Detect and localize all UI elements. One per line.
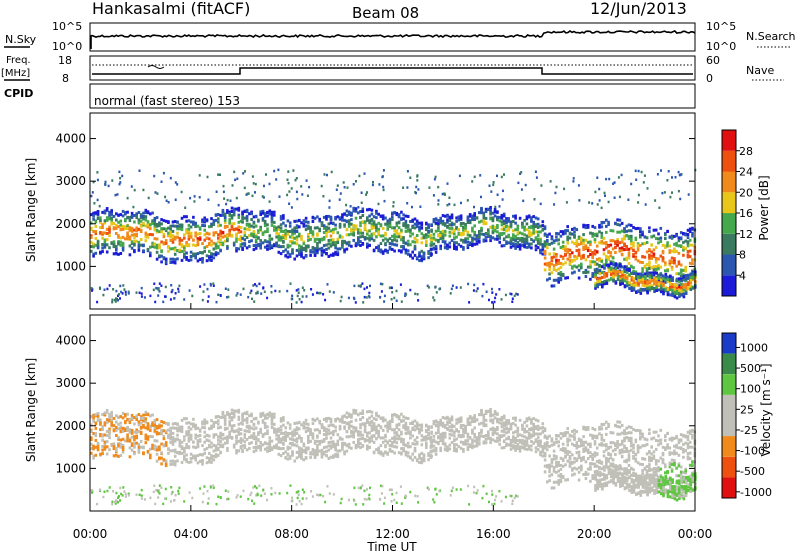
colorbar-segment [722, 354, 736, 375]
y-tick-label: 1000 [55, 259, 86, 273]
y-tick-label: 4000 [55, 132, 86, 146]
colorbar-segment [722, 457, 736, 478]
velocity-frame [90, 315, 695, 511]
colorbar-segment [722, 416, 736, 437]
colorbar-segment [722, 374, 736, 395]
colorbar-tick-label: 20 [739, 186, 753, 199]
colorbar-segment [722, 477, 736, 498]
colorbar-tick-label: 4 [739, 269, 746, 282]
nsky-label: N.Sky [5, 33, 37, 46]
power-colorbar-label: Power [dB] [757, 175, 771, 240]
x-axis-label: Time UT [366, 540, 417, 554]
x-tick-label: 16:00 [476, 527, 511, 541]
y-tick-label: 2000 [55, 217, 86, 231]
colorbar-tick-label: 16 [739, 207, 753, 220]
freq-panel: Freq. [MHz] 18 8 60 0 Nave [1, 54, 784, 85]
colorbar-tick-label: 100 [740, 383, 761, 396]
y-tick-label: 4000 [55, 334, 86, 348]
y-tick-label: 1000 [55, 461, 86, 475]
freq-unit: [MHz] [1, 68, 30, 79]
x-tick-label: 00:00 [73, 527, 108, 541]
date-title: 12/Jun/2013 [590, 0, 687, 18]
colorbar-tick-label: -25 [740, 424, 758, 437]
colorbar-segment [722, 213, 736, 234]
x-tick-label: 20:00 [577, 527, 612, 541]
colorbar-segment [722, 151, 736, 172]
colorbar-segment [722, 275, 736, 296]
colorbar-tick-label: 8 [739, 249, 746, 262]
power-panel: 1000 2000 3000 4000 Slant Range [km] [24, 113, 697, 309]
colorbar-segment [722, 395, 736, 416]
cpid-value: normal (fast stereo) 153 [94, 94, 240, 108]
colorbar-segment [722, 255, 736, 276]
nsky-tick-bottom: 10^0 [52, 40, 82, 53]
colorbar-tick-label: 12 [739, 228, 753, 241]
power-ylabel: Slant Range [km] [24, 158, 38, 262]
colorbar-segment [722, 234, 736, 255]
freq-tick-top: 18 [58, 54, 72, 67]
colorbar-tick-label: 24 [739, 166, 753, 179]
nave-tick-top: 60 [706, 54, 720, 67]
x-tick-label: 08:00 [274, 527, 309, 541]
colorbar-segment [722, 436, 736, 457]
nsearch-tick-bottom: 10^0 [706, 40, 736, 53]
nsky-panel: N.Sky 10^5 10^0 10^5 10^0 N.Search [4, 20, 796, 53]
y-tick-label: 3000 [55, 174, 86, 188]
freq-label: Freq. [6, 55, 31, 66]
colorbar-tick-label: -500 [740, 465, 765, 478]
nave-tick-bottom: 0 [706, 72, 713, 85]
colorbar-segment [722, 192, 736, 213]
freq-tick-bottom: 8 [62, 72, 69, 85]
x-tick-label: 00:00 [678, 527, 713, 541]
colorbar-segment [722, 333, 736, 354]
colorbar-tick-label: 500 [740, 362, 761, 375]
nave-label: Nave [746, 64, 774, 77]
velocity-heatmap-cells [90, 408, 697, 506]
colorbar-segment [722, 130, 736, 151]
nsky-tick-top: 10^5 [52, 20, 82, 33]
x-tick-label: 12:00 [375, 527, 410, 541]
y-tick-label: 3000 [55, 376, 86, 390]
y-tick-label: 2000 [55, 419, 86, 433]
colorbar-tick-label: 28 [739, 145, 753, 158]
cpid-label: CPID [4, 87, 33, 100]
colorbar-segment [722, 172, 736, 193]
colorbar-tick-label: -1000 [740, 486, 772, 499]
colorbar-tick-label: 1000 [740, 341, 768, 354]
velocity-colorbar-label: Velocity [m s⁻¹] [759, 363, 773, 456]
power-frame [90, 113, 695, 309]
velocity-panel: 1000 2000 3000 4000 00:00 04:00 08:00 12:00 16:… [24, 303, 712, 554]
power-colorbar: 4 8 12 16 20 24 28 Power [dB] [722, 130, 771, 296]
x-tick-label: 04:00 [174, 527, 209, 541]
nsearch-label: N.Search [746, 30, 796, 43]
velocity-ylabel: Slant Range [km] [24, 358, 38, 462]
station-title: Hankasalmi (fitACF) [92, 0, 250, 18]
nsearch-tick-top: 10^5 [706, 20, 736, 33]
beam-title: Beam 08 [352, 4, 419, 22]
colorbar-tick-label: 25 [740, 403, 754, 416]
power-heatmap-cells [90, 169, 697, 304]
